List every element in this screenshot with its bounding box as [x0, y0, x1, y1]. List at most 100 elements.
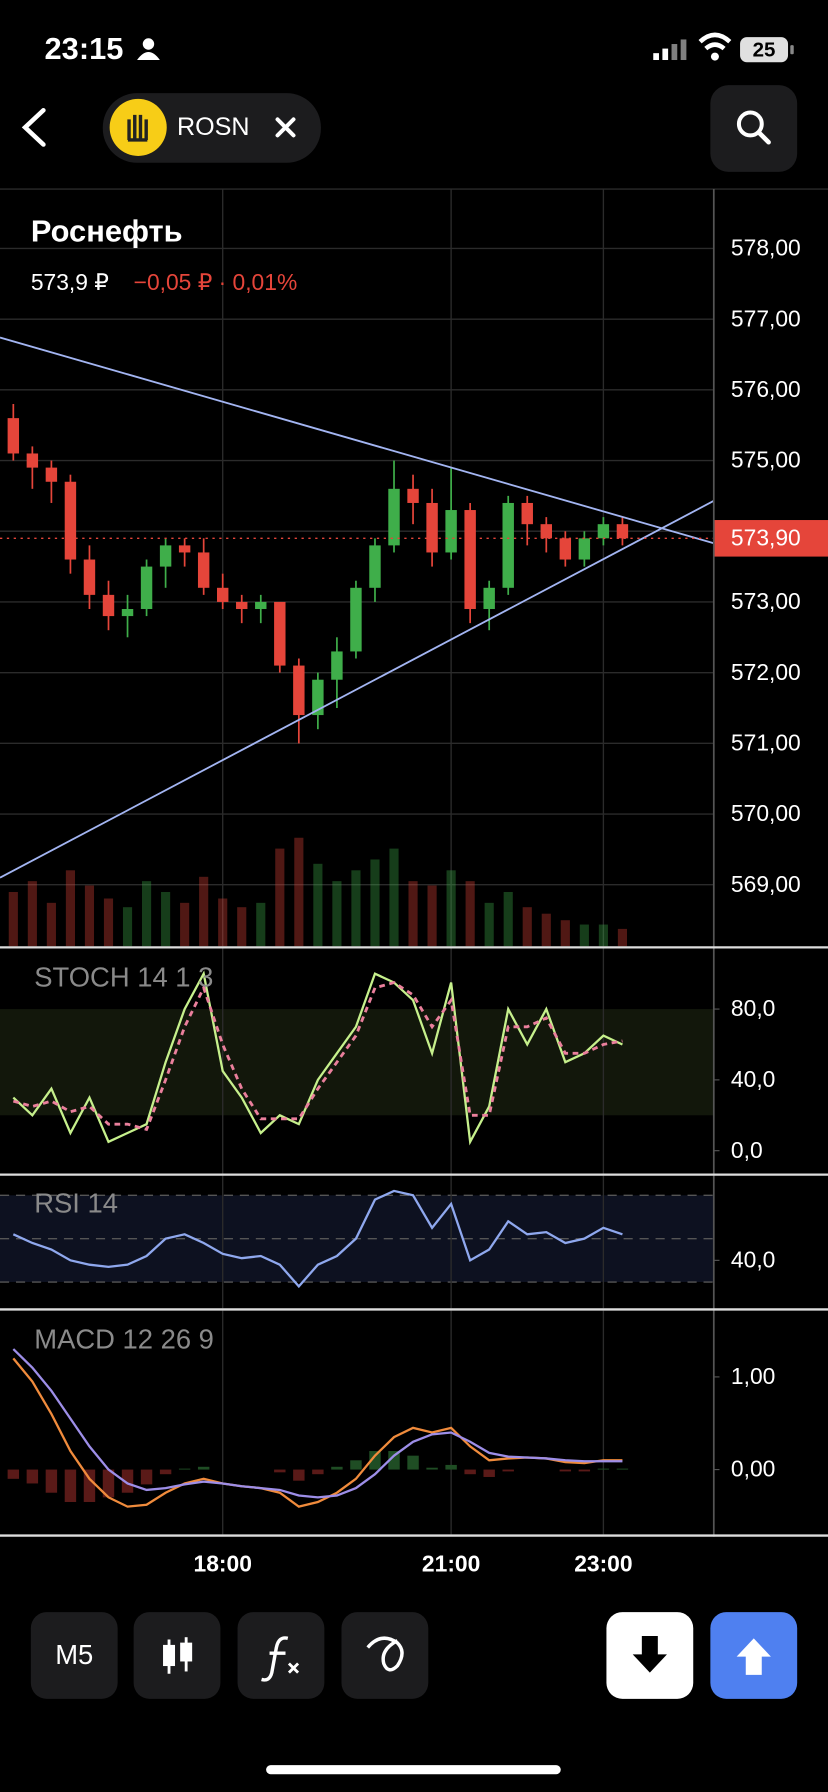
volume-bar: [617, 928, 627, 947]
volume-bar: [389, 848, 399, 947]
histogram-bar: [140, 1469, 153, 1485]
close-ticker[interactable]: [275, 117, 296, 138]
volume-bar: [46, 902, 56, 947]
indicator-title: RSI 14: [34, 1188, 118, 1219]
indicator-title: MACD 12 26 9: [34, 1324, 214, 1355]
volume-bar: [598, 924, 608, 947]
volume-bar: [427, 885, 437, 947]
histogram-bar: [293, 1469, 305, 1481]
histogram-bar: [159, 1469, 172, 1475]
x-tick-label: 23:00: [574, 1550, 632, 1576]
trend-line: [0, 336, 715, 545]
fx-icon: [261, 1636, 289, 1682]
candle-body: [64, 481, 77, 560]
candle-body: [350, 587, 362, 652]
search-icon: [736, 110, 764, 138]
volume-bar: [237, 907, 247, 947]
histogram-bar: [331, 1466, 343, 1470]
candle-body: [102, 594, 115, 617]
battery-level: 25: [753, 38, 776, 61]
indicator-line: [12, 980, 623, 1132]
x-tick-label: 18:00: [194, 1550, 252, 1576]
histogram-bar: [7, 1469, 20, 1479]
histogram-bar: [274, 1469, 286, 1473]
candles-icon: [163, 1637, 193, 1674]
indicators-button[interactable]: [237, 1612, 325, 1699]
volume-bar: [27, 881, 37, 947]
volume-bar: [122, 907, 133, 947]
timeframe: M5: [55, 1639, 93, 1670]
last-price-box: [713, 520, 828, 557]
volume-bar: [84, 885, 95, 947]
wifi-icon: [698, 32, 732, 51]
candle-body: [407, 488, 419, 503]
volume-bar: [560, 920, 570, 947]
y-tick-label: 571,00: [731, 730, 801, 756]
y-tick-label: 40,0: [731, 1247, 775, 1273]
candle-body: [331, 651, 343, 680]
volume-bar: [180, 902, 190, 947]
candle-body: [236, 601, 248, 610]
price: 573,9 ₽: [31, 269, 109, 295]
y-tick-label: 577,00: [731, 305, 801, 331]
search-handle: [757, 130, 771, 145]
histogram-bar: [616, 1468, 629, 1470]
indicator-line: [12, 1348, 623, 1499]
volume-bar: [199, 876, 209, 947]
volume-bar: [541, 913, 551, 947]
volume-bar: [579, 924, 589, 947]
chart-area: 569,00570,00571,00572,00573,00574,00575,…: [0, 189, 828, 1576]
fx-x: [287, 1662, 300, 1674]
y-tick-label: 569,00: [731, 871, 801, 897]
user-icon: [137, 38, 160, 61]
histogram-bar: [64, 1469, 77, 1502]
histogram-bar: [388, 1451, 400, 1470]
candle-body: [197, 552, 210, 588]
volume-bar: [370, 859, 380, 947]
volume-bar: [218, 898, 228, 947]
histogram-bar: [502, 1469, 514, 1472]
histogram-bar: [445, 1464, 457, 1470]
histogram-bar: [597, 1468, 610, 1470]
y-tick-label: 572,00: [731, 659, 801, 685]
candle-body: [140, 566, 153, 610]
candle-body: [369, 545, 381, 588]
candle-body: [45, 467, 58, 482]
candle-body: [255, 601, 267, 610]
candle-body: [578, 538, 591, 560]
volume-bar: [65, 870, 75, 947]
timeframe-button[interactable]: [30, 1612, 118, 1699]
y-tick-label: 578,00: [731, 235, 801, 261]
search-button[interactable]: [710, 85, 798, 172]
y-tick-label: 0,0: [731, 1137, 763, 1163]
indicator-title: STOCH 14 1 3: [34, 962, 213, 993]
candle-body: [445, 510, 457, 553]
volume-bar: [313, 863, 323, 947]
volume-bar: [484, 902, 494, 947]
volume-bar: [522, 907, 532, 947]
indicator-line: [12, 1189, 623, 1289]
candle-body: [464, 510, 476, 610]
candle-body: [293, 665, 305, 716]
chart-type-button[interactable]: [133, 1612, 221, 1699]
indicator-line: [12, 970, 623, 1146]
volume-bar: [141, 881, 152, 947]
histogram-bar: [178, 1468, 191, 1470]
histogram-bar: [197, 1466, 210, 1470]
volume-bar: [275, 848, 285, 947]
candle-body: [216, 587, 229, 602]
histogram-bar: [350, 1460, 362, 1470]
home-indicator: [266, 1765, 561, 1775]
ticker: ROSN: [177, 113, 250, 141]
volume-bar: [503, 892, 513, 947]
candle-body: [426, 502, 438, 553]
back-button[interactable]: [21, 107, 46, 147]
candle-body: [178, 545, 191, 553]
candle-body: [540, 524, 552, 539]
histogram-bar: [483, 1469, 495, 1477]
histogram-bar: [45, 1469, 58, 1493]
battery-tip: [790, 45, 794, 55]
volume-bar: [408, 881, 418, 947]
